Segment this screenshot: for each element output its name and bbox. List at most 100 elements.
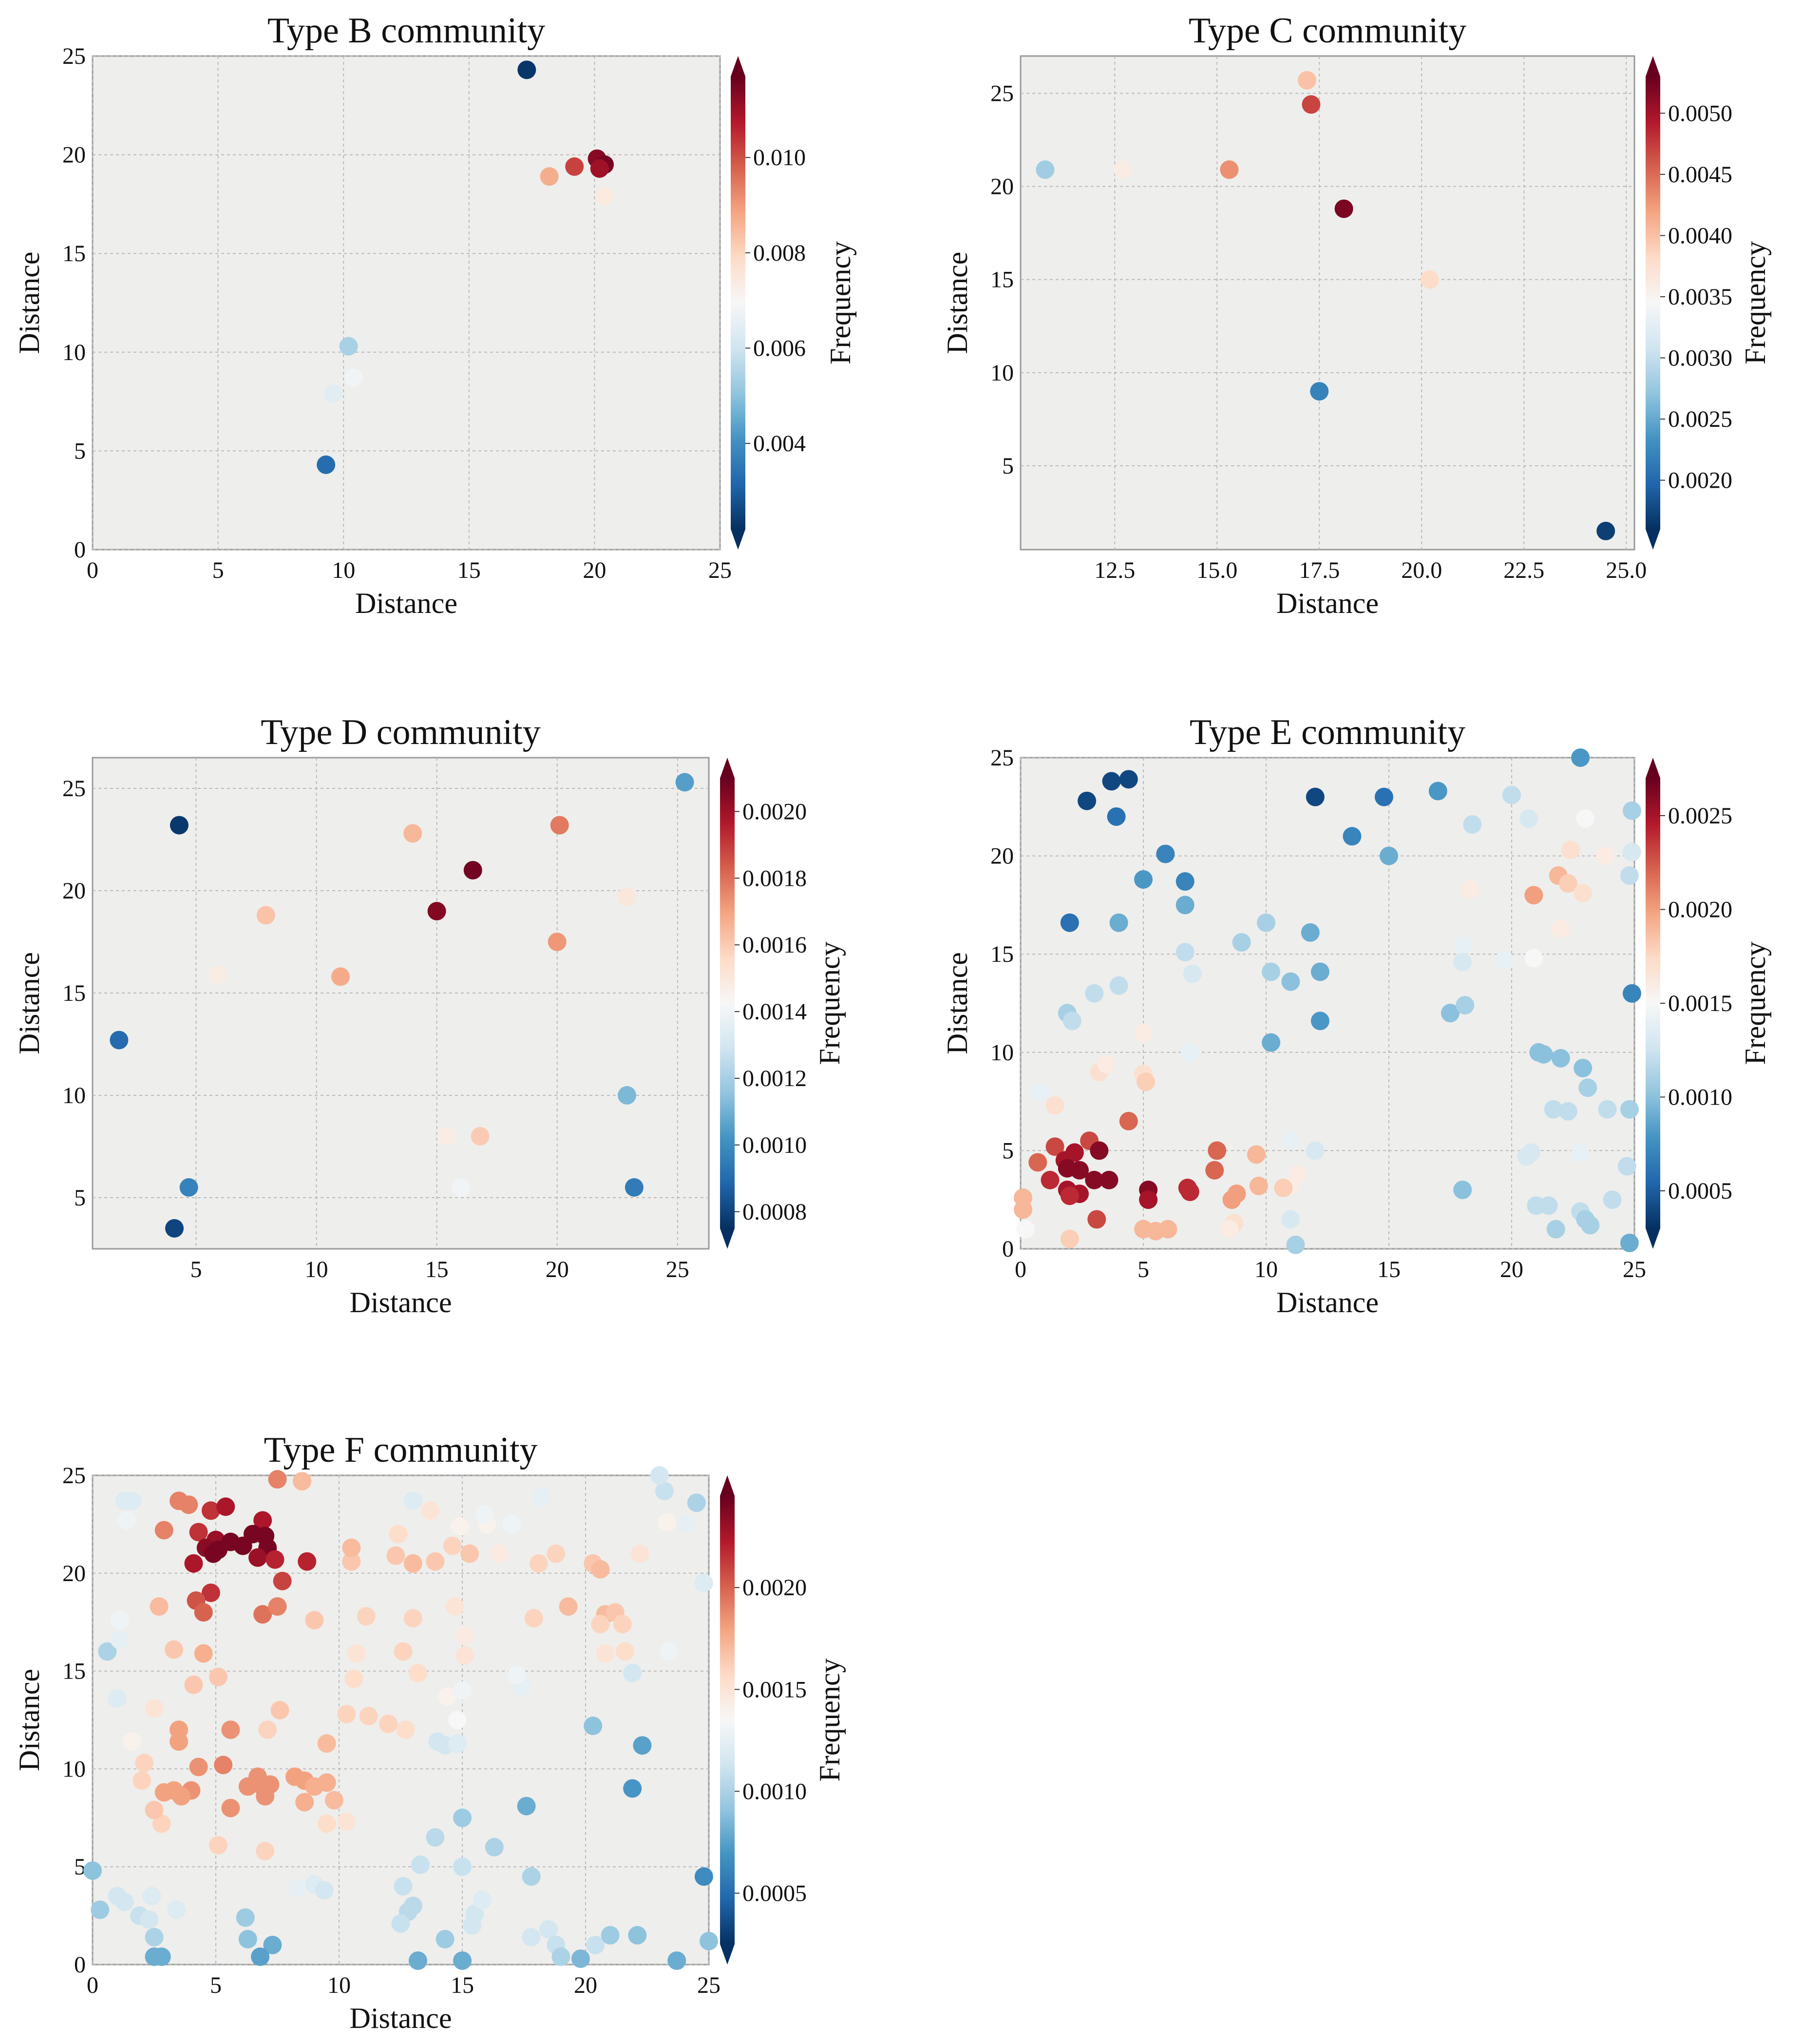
colorbar-tick-label: 0.0005 [742, 1880, 807, 1906]
scatter-point [403, 1896, 422, 1915]
scatter-point [209, 1667, 228, 1686]
scatter-point [266, 1550, 285, 1569]
scatter-point [214, 1756, 233, 1775]
colorbar-tick-label: 0.0020 [742, 1575, 807, 1601]
scatter-point [1620, 1233, 1639, 1252]
colorbar-tick-label: 0.006 [753, 335, 806, 361]
scatter-point [1247, 1145, 1266, 1164]
scatter-point [263, 1935, 282, 1954]
scatter-point [687, 1493, 706, 1512]
y-tick-label: 10 [990, 360, 1014, 386]
scatter-point [565, 157, 584, 176]
x-tick-label: 17.5 [1299, 557, 1340, 583]
x-tick-label: 20 [583, 557, 606, 583]
scatter-point [164, 1640, 183, 1659]
scatter-point [1561, 841, 1580, 860]
scatter-point [455, 1626, 474, 1645]
scatter-point [248, 1548, 267, 1567]
scatter-point [1176, 872, 1195, 891]
scatter-point [347, 1644, 366, 1663]
scatter-point [1453, 1181, 1472, 1200]
scatter-point [408, 1663, 427, 1682]
panel-type-c: 12.5 15.0 17.5 20.0 22.5 25.0 5 10 15 20 25 Type C … [941, 11, 1771, 619]
scatter-point [324, 1791, 343, 1810]
scatter-point [268, 1597, 287, 1616]
y-tick-label: 15 [62, 241, 86, 267]
scatter-point [471, 1127, 490, 1146]
scatter-point [172, 1787, 191, 1806]
scatter-point [1119, 1111, 1138, 1130]
scatter-point [463, 1916, 482, 1935]
scatter-point [1595, 846, 1614, 865]
scatter-point [122, 1491, 141, 1510]
scatter-point [208, 965, 227, 984]
scatter-point [1620, 866, 1639, 885]
scatter-point [1302, 95, 1321, 114]
colorbar-tick-label: 0.0010 [1668, 1085, 1732, 1110]
scatter-point [1028, 1153, 1047, 1172]
scatter-point [331, 967, 350, 986]
scatter-point [1380, 846, 1398, 865]
scatter-point [1622, 801, 1641, 820]
colorbar-min-arrow [1646, 1228, 1660, 1249]
scatter-point [201, 1501, 220, 1520]
scatter-point [342, 1552, 361, 1571]
scatter-point [194, 1644, 213, 1663]
scatter-point [655, 1482, 674, 1501]
x-tick-label: 12.5 [1094, 557, 1135, 583]
colorbar-max-arrow [1646, 56, 1660, 76]
scatter-point [551, 1947, 570, 1966]
x-tick-label: 25 [697, 1972, 721, 1998]
x-tick-label: 10 [305, 1257, 328, 1282]
scatter-point [1065, 1143, 1084, 1162]
scatter-point [145, 1928, 164, 1947]
colorbar-tick-label: 0.0020 [1668, 468, 1732, 494]
colorbar-tick-label: 0.0015 [742, 1677, 807, 1702]
scatter-point [1571, 1143, 1590, 1162]
scatter-point [539, 1920, 558, 1939]
scatter-point [1220, 160, 1239, 179]
scatter-point [273, 1571, 292, 1590]
scatter-point [253, 1605, 272, 1624]
colorbar-label: Frequency [814, 941, 846, 1065]
scatter-point [295, 1793, 314, 1812]
scatter-point [1558, 1102, 1577, 1121]
scatter-point [1603, 1190, 1622, 1209]
scatter-point [1180, 1183, 1199, 1202]
scatter-point [408, 1951, 427, 1970]
scatter-point [359, 1706, 378, 1725]
y-tick-label: 5 [74, 1185, 86, 1211]
x-tick-label: 0 [1015, 1257, 1026, 1282]
scatter-point [1519, 809, 1538, 828]
colorbar: 0.0020 0.0025 0.0030 0.0035 0.0040 0.0045 0.00… [1646, 56, 1771, 550]
colorbar-tick-label: 0.0020 [1668, 897, 1732, 923]
y-tick-label: 0 [74, 537, 86, 563]
scatter-point [1574, 1059, 1593, 1078]
scatter-point [1205, 1161, 1224, 1180]
panel-type-d: 5 10 15 20 25 5 10 15 20 25 Type D community Distan… [13, 712, 846, 1318]
y-axis-label: Distance [13, 252, 45, 354]
chart-title: Type E community [1190, 712, 1465, 752]
y-tick-label: 15 [62, 1659, 86, 1684]
y-tick-label: 0 [1002, 1236, 1014, 1262]
scatter-point [1134, 1023, 1153, 1042]
scatter-point [426, 1828, 445, 1847]
scatter-point [1539, 1196, 1558, 1215]
scatter-point [394, 1877, 413, 1896]
scatter-point [184, 1554, 203, 1573]
x-tick-label: 10 [327, 1972, 351, 1998]
x-tick-label: 20 [1500, 1257, 1523, 1282]
y-tick-label: 20 [990, 174, 1014, 200]
scatter-point [650, 1466, 669, 1485]
scatter-point [221, 1798, 240, 1817]
colorbar-tick-label: 0.010 [753, 145, 806, 171]
scatter-point [540, 167, 559, 186]
scatter-point [1286, 1235, 1305, 1254]
scatter-point [317, 1773, 336, 1792]
scatter-point [1622, 842, 1641, 861]
scatter-point [1334, 199, 1353, 218]
scatter-point [337, 1812, 356, 1831]
scatter-point [1097, 1054, 1116, 1073]
scatter-point [251, 1947, 270, 1966]
